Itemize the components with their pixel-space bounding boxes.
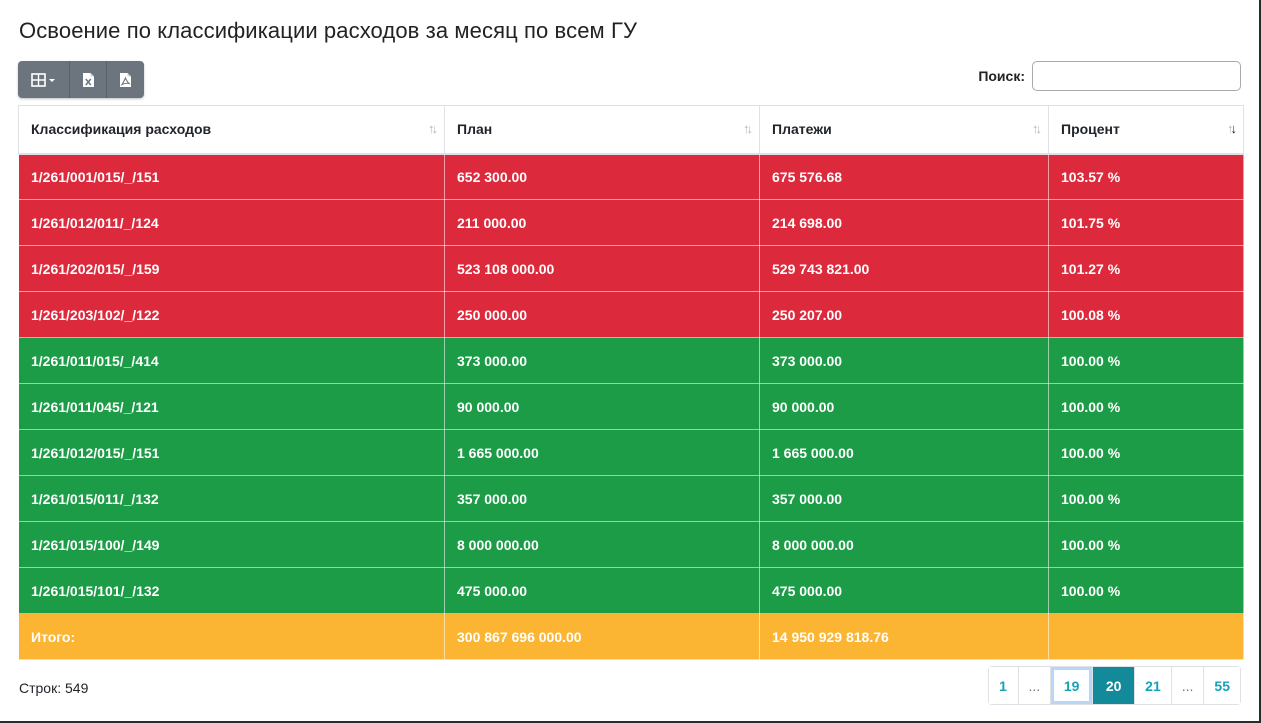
cell-percent: 100.00 % — [1048, 475, 1244, 522]
total-label: Итого: — [18, 613, 445, 660]
cell-plan: 90 000.00 — [444, 383, 760, 430]
cell-plan: 1 665 000.00 — [444, 429, 760, 476]
sort-icon: ↑↓ — [743, 121, 753, 136]
cell-percent: 100.00 % — [1048, 383, 1244, 430]
cell-plan: 652 300.00 — [444, 153, 760, 200]
rows-count: Строк: 549 — [19, 680, 89, 696]
sort-icon: ↑↓ — [428, 121, 438, 136]
cell-payments: 475 000.00 — [759, 567, 1049, 614]
cell-percent: 100.00 % — [1048, 567, 1244, 614]
cell-classification: 1/261/001/015/_/151 — [18, 153, 445, 200]
cell-payments: 373 000.00 — [759, 337, 1049, 384]
page-link-19[interactable]: 19 — [1051, 667, 1094, 704]
search-box: Поиск: — [978, 61, 1241, 91]
cell-classification: 1/261/202/015/_/159 — [18, 245, 445, 292]
pagination-ellipsis: ... — [1018, 667, 1052, 704]
cell-payments: 90 000.00 — [759, 383, 1049, 430]
cell-payments: 529 743 821.00 — [759, 245, 1049, 292]
table-row[interactable]: 1/261/001/015/_/151 652 300.00 675 576.68 1… — [18, 153, 1244, 200]
cell-payments: 357 000.00 — [759, 475, 1049, 522]
column-header-classification[interactable]: Классификация расходов ↑↓ — [18, 105, 445, 155]
page-title: Освоение по классификации расходов за ме… — [19, 18, 638, 43]
cell-classification: 1/261/012/011/_/124 — [18, 199, 445, 246]
cell-plan: 373 000.00 — [444, 337, 760, 384]
total-plan: 300 867 696 000.00 — [444, 613, 760, 660]
table-row[interactable]: 1/261/012/011/_/124 211 000.00 214 698.00 1… — [18, 199, 1244, 246]
column-header-percent[interactable]: Процент ↑↓ — [1048, 105, 1244, 155]
page-link-20[interactable]: 20 — [1093, 667, 1136, 704]
cell-percent: 100.00 % — [1048, 429, 1244, 476]
cell-plan: 475 000.00 — [444, 567, 760, 614]
table-row[interactable]: 1/261/015/101/_/132 475 000.00 475 000.00 1… — [18, 567, 1244, 614]
column-header-label: Классификация расходов — [31, 121, 212, 138]
cell-classification: 1/261/015/100/_/149 — [18, 521, 445, 568]
cell-classification: 1/261/015/011/_/132 — [18, 475, 445, 522]
table-header-row: Классификация расходов ↑↓ План ↑↓ Платеж… — [18, 105, 1244, 155]
cell-plan: 8 000 000.00 — [444, 521, 760, 568]
excel-file-icon — [82, 72, 94, 87]
table-row[interactable]: 1/261/015/100/_/149 8 000 000.00 8 000 000… — [18, 521, 1244, 568]
search-input[interactable] — [1032, 61, 1241, 91]
cell-classification: 1/261/015/101/_/132 — [18, 567, 445, 614]
table-row[interactable]: 1/261/203/102/_/122 250 000.00 250 207.00 1… — [18, 291, 1244, 338]
column-header-label: Процент — [1061, 121, 1120, 138]
cell-classification: 1/261/012/015/_/151 — [18, 429, 445, 476]
columns-grid-icon — [30, 72, 55, 87]
page-link-21[interactable]: 21 — [1135, 667, 1172, 704]
table-row[interactable]: 1/261/202/015/_/159 523 108 000.00 529 743… — [18, 245, 1244, 292]
cell-payments: 675 576.68 — [759, 153, 1049, 200]
column-header-label: План — [457, 121, 493, 138]
cell-plan: 211 000.00 — [444, 199, 760, 246]
table-body: 1/261/001/015/_/151 652 300.00 675 576.68 1… — [18, 153, 1244, 660]
cell-classification: 1/261/203/102/_/122 — [18, 291, 445, 338]
sort-desc-icon: ↑↓ — [1227, 121, 1237, 136]
cell-classification: 1/261/011/015/_/414 — [18, 337, 445, 384]
export-pdf-button[interactable] — [107, 61, 144, 98]
cell-percent: 100.00 % — [1048, 521, 1244, 568]
columns-visibility-button[interactable] — [18, 61, 70, 98]
column-header-plan[interactable]: План ↑↓ — [444, 105, 760, 155]
cell-plan: 357 000.00 — [444, 475, 760, 522]
pagination: 1... 19 20 21... 55 — [987, 666, 1241, 705]
cell-percent: 101.27 % — [1048, 245, 1244, 292]
page-link-1[interactable]: 1 — [988, 667, 1019, 704]
cell-payments: 1 665 000.00 — [759, 429, 1049, 476]
cell-payments: 214 698.00 — [759, 199, 1049, 246]
cell-plan: 523 108 000.00 — [444, 245, 760, 292]
cell-percent: 101.75 % — [1048, 199, 1244, 246]
export-toolbar — [18, 61, 144, 98]
column-header-label: Платежи — [772, 121, 832, 138]
table-row[interactable]: 1/261/012/015/_/151 1 665 000.00 1 665 000… — [18, 429, 1244, 476]
pagination-ellipsis: ... — [1171, 667, 1205, 704]
pdf-file-icon — [120, 72, 131, 87]
cell-percent: 103.57 % — [1048, 153, 1244, 200]
total-percent — [1048, 613, 1244, 660]
page-link-55[interactable]: 55 — [1204, 667, 1240, 704]
cell-plan: 250 000.00 — [444, 291, 760, 338]
cell-classification: 1/261/011/045/_/121 — [18, 383, 445, 430]
total-payments: 14 950 929 818.76 — [759, 613, 1049, 660]
table-row[interactable]: 1/261/011/015/_/414 373 000.00 373 000.00 1… — [18, 337, 1244, 384]
cell-percent: 100.00 % — [1048, 337, 1244, 384]
cell-payments: 8 000 000.00 — [759, 521, 1049, 568]
sort-icon: ↑↓ — [1032, 121, 1042, 136]
search-label: Поиск: — [978, 68, 1025, 84]
cell-percent: 100.08 % — [1048, 291, 1244, 338]
column-header-payments[interactable]: Платежи ↑↓ — [759, 105, 1049, 155]
table-row[interactable]: 1/261/015/011/_/132 357 000.00 357 000.00 1… — [18, 475, 1244, 522]
expenses-table: Классификация расходов ↑↓ План ↑↓ Платеж… — [18, 105, 1244, 660]
cell-payments: 250 207.00 — [759, 291, 1049, 338]
table-row[interactable]: 1/261/011/045/_/121 90 000.00 90 000.00 100… — [18, 383, 1244, 430]
total-row: Итого: 300 867 696 000.00 14 950 929 818.7… — [18, 613, 1244, 660]
export-excel-button[interactable] — [70, 61, 107, 98]
